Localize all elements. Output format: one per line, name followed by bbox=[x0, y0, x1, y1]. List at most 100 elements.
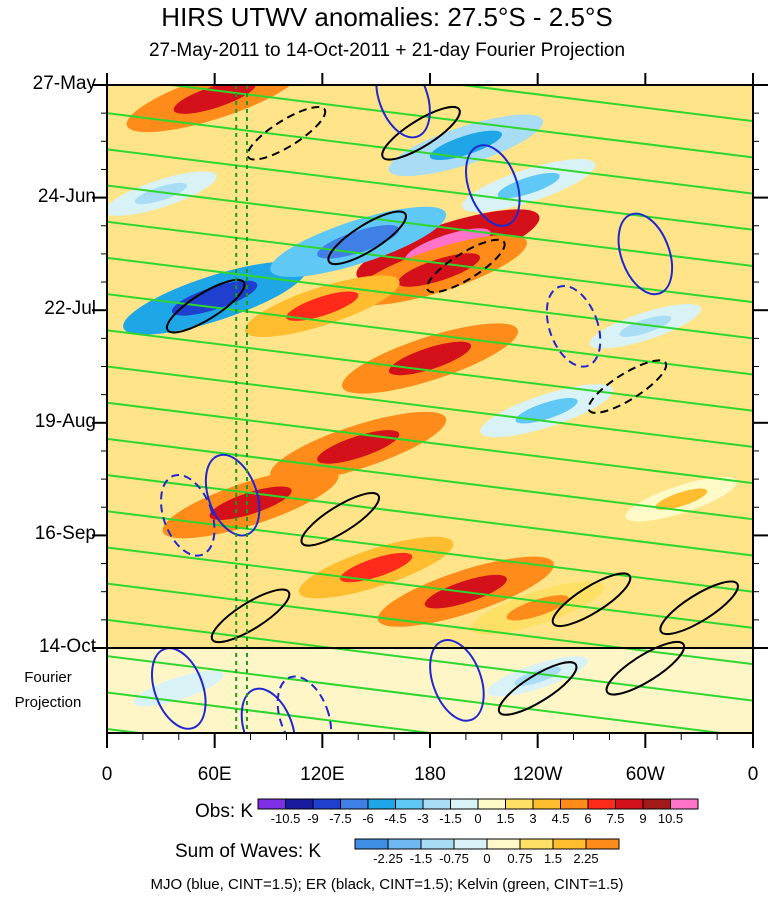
waves-colorbar-cell-1 bbox=[387, 838, 422, 850]
xtick-label-5: 60W bbox=[625, 764, 665, 785]
mjo-contour-2 bbox=[429, 639, 485, 722]
ytick-label-4: 16-Sep bbox=[34, 523, 96, 545]
kelvin-contour bbox=[107, 112, 753, 195]
plot-area bbox=[107, 85, 753, 733]
obs-colorbar-cell-5 bbox=[395, 798, 424, 810]
waves-colorbar-cell-3 bbox=[453, 838, 488, 850]
obs-colorbar-label-10: 4.5 bbox=[551, 811, 570, 826]
er-contour-9 bbox=[587, 359, 668, 414]
mjo-contour-9 bbox=[617, 212, 674, 296]
obs-colorbar-label-7: 0 bbox=[474, 811, 482, 826]
waves-colorbar-label-1: -1.5 bbox=[409, 851, 433, 866]
anomaly-core-17 bbox=[134, 182, 187, 205]
kelvin-contour bbox=[107, 437, 753, 521]
obs-colorbar-cell-2 bbox=[312, 798, 341, 810]
obs-colorbar-cell-1 bbox=[285, 798, 314, 810]
waves-colorbar-label-2: -0.75 bbox=[439, 851, 469, 866]
contour-legend: MJO (blue, CINT=1.5); ER (black, CINT=1.… bbox=[150, 876, 624, 893]
waves-colorbar-title: Sum of Waves: K bbox=[175, 841, 322, 862]
axis-ticks bbox=[92, 73, 768, 748]
mjo-contour-3 bbox=[276, 675, 333, 733]
waves-colorbar-label-0: -2.25 bbox=[373, 851, 403, 866]
er-contour-1 bbox=[327, 210, 407, 266]
kelvin-contour bbox=[107, 401, 753, 485]
obs-colorbar-cell-0 bbox=[257, 798, 286, 810]
waves-colorbar-cell-4 bbox=[486, 838, 521, 850]
mjo-contour-5 bbox=[160, 473, 216, 557]
anomaly-core-5 bbox=[317, 430, 400, 464]
waves-colorbar-label-3: 0 bbox=[483, 851, 491, 866]
mjo-contour-1 bbox=[240, 687, 297, 733]
waves-colorbar-cell-6 bbox=[552, 838, 587, 850]
kelvin-contour bbox=[107, 329, 753, 412]
anomaly-core-14 bbox=[497, 172, 560, 199]
waves-colorbar-cell-7 bbox=[585, 838, 620, 850]
er-contour-11 bbox=[300, 492, 381, 547]
kelvin-contour bbox=[107, 256, 753, 340]
xtick-label-4: 120W bbox=[512, 764, 563, 785]
waves-colorbar-label-6: 2.25 bbox=[573, 851, 599, 866]
anomaly-core-11 bbox=[171, 280, 258, 316]
kelvin-contour bbox=[107, 293, 753, 376]
er-contour-5 bbox=[605, 640, 686, 696]
colorbars bbox=[257, 798, 699, 850]
anomaly-core-13 bbox=[429, 130, 502, 161]
er-contour-10 bbox=[381, 105, 461, 161]
xtick-label-1: 60E bbox=[197, 764, 232, 785]
er-contour-2 bbox=[551, 572, 632, 628]
kelvin-contour bbox=[107, 184, 753, 267]
er-contour-8 bbox=[426, 238, 506, 294]
obs-colorbar-label-14: 10.5 bbox=[657, 811, 684, 826]
xtick-label-0: 0 bbox=[101, 764, 113, 785]
obs-colorbar-label-5: -3 bbox=[417, 811, 429, 826]
waves-colorbar-label-5: 1.5 bbox=[543, 851, 563, 866]
chart-subtitle: 27-May-2011 to 14-Oct-2011 + 21-day Four… bbox=[148, 40, 626, 61]
mjo-contour-6 bbox=[465, 144, 521, 227]
waves-colorbar-cell-5 bbox=[519, 838, 554, 850]
er-contour-0 bbox=[165, 278, 246, 334]
chart-title: HIRS UTWV anomalies: 27.5°S - 2.5°S bbox=[161, 2, 613, 32]
kelvin-contour bbox=[107, 220, 753, 304]
obs-colorbar-cell-12 bbox=[587, 798, 616, 810]
obs-colorbar-label-13: 9 bbox=[639, 811, 647, 826]
obs-colorbar-cell-8 bbox=[477, 798, 506, 810]
kelvin-contour bbox=[107, 582, 753, 666]
anomaly-core-9 bbox=[506, 595, 569, 621]
obs-colorbar-label-6: -1.5 bbox=[439, 811, 462, 826]
er-contour-7 bbox=[246, 105, 327, 161]
anomaly-core-3 bbox=[286, 291, 359, 321]
kelvin-contour bbox=[107, 691, 439, 733]
anomaly-core-19 bbox=[157, 679, 200, 698]
obs-colorbar-label-0: -10.5 bbox=[270, 811, 301, 826]
mjo-contour-0 bbox=[151, 647, 207, 730]
obs-colorbar-cell-15 bbox=[670, 798, 699, 810]
obs-colorbar-label-12: 7.5 bbox=[606, 811, 625, 826]
projection-label: Projection bbox=[14, 694, 82, 711]
kelvin-contour bbox=[454, 85, 753, 123]
xtick-label-2: 120E bbox=[300, 764, 345, 785]
anomaly-core-7 bbox=[340, 552, 413, 583]
mjo-contour-7 bbox=[375, 85, 431, 139]
waves-colorbar-cell-0 bbox=[354, 838, 389, 850]
fourier-label: Fourier bbox=[24, 669, 72, 686]
obs-colorbar-label-9: 3 bbox=[529, 811, 537, 826]
anomaly-core-15 bbox=[515, 398, 578, 424]
ytick-label-1: 24-Jun bbox=[37, 185, 96, 207]
waves-colorbar-label-4: 0.75 bbox=[507, 851, 533, 866]
kelvin-contour bbox=[107, 546, 753, 629]
er-contour-4 bbox=[210, 588, 291, 644]
anomaly-core-10 bbox=[655, 488, 708, 510]
kelvin-contour bbox=[744, 85, 753, 86]
obs-colorbar-title: Obs: K bbox=[195, 801, 254, 822]
obs-colorbar-label-4: -4.5 bbox=[384, 811, 407, 826]
obs-colorbar-label-2: -7.5 bbox=[329, 811, 352, 826]
ytick-label-2: 22-Jul bbox=[44, 298, 96, 320]
mjo-contour-8 bbox=[545, 284, 602, 368]
ytick-label-0: 27-May bbox=[32, 73, 96, 94]
anomaly-core-4 bbox=[388, 341, 472, 376]
obs-colorbar-cell-7 bbox=[450, 798, 479, 810]
er-contour-3 bbox=[659, 580, 739, 636]
obs-colorbar-cell-6 bbox=[422, 798, 451, 810]
kelvin-contour bbox=[107, 474, 753, 557]
